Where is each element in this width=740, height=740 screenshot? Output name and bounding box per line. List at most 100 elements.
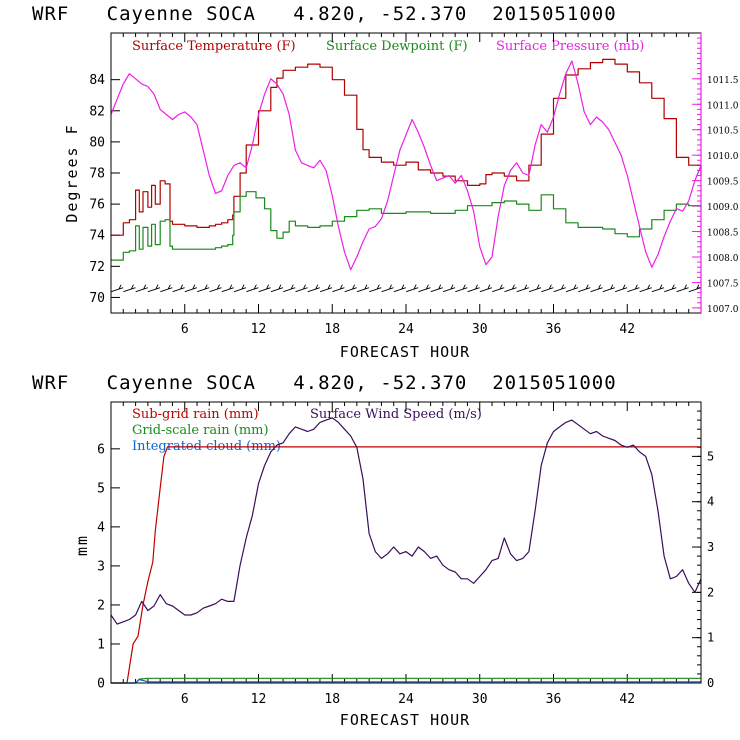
y-tick-label: 5 xyxy=(97,481,105,496)
y-tick-label: 6 xyxy=(97,442,105,457)
wind-barb xyxy=(516,284,529,293)
wind-barb xyxy=(184,284,198,293)
y-tick-label: 82 xyxy=(89,104,105,119)
surface-dewpoint-line xyxy=(111,191,702,261)
wind-barb xyxy=(553,284,566,293)
y2-tick-label: 3 xyxy=(707,540,714,554)
y2-tick-label: 4 xyxy=(707,495,714,509)
wind-barb xyxy=(111,284,124,293)
y2-tick-label: 1010.5 xyxy=(707,127,739,137)
wind-barb xyxy=(442,284,456,293)
wind-barb xyxy=(578,284,591,293)
x-tick-label: 18 xyxy=(324,692,340,707)
wind-barb xyxy=(344,284,357,293)
wind-barb xyxy=(246,284,259,293)
x-tick-label: 30 xyxy=(472,692,488,707)
plot-frame xyxy=(110,401,702,684)
wind-barb xyxy=(504,284,517,293)
wind-barb xyxy=(393,284,406,293)
wind-barb xyxy=(479,284,493,293)
y-tick-label: 70 xyxy=(89,291,105,306)
wind-barb xyxy=(467,284,480,293)
axis-ticks xyxy=(111,33,701,314)
x-tick-label: 30 xyxy=(472,322,488,337)
wind-barb xyxy=(295,284,308,293)
legend: Surface Temperature (F) Surface Dewpoint… xyxy=(132,39,644,54)
x-tick-label: 36 xyxy=(546,322,562,337)
wind-barb xyxy=(332,284,345,293)
wind-barb xyxy=(209,284,222,293)
wind-barb xyxy=(627,284,640,293)
y2-tick-label: 1008.5 xyxy=(707,229,739,239)
wind-barb xyxy=(233,284,247,293)
wind-barb xyxy=(172,284,185,293)
y2-tick-label: 1009.0 xyxy=(707,203,739,213)
wind-barb xyxy=(123,284,136,293)
legend-item-temperature: Surface Temperature (F) xyxy=(132,39,296,54)
y-axis-label: Degrees F xyxy=(63,123,81,222)
x-tick-label: 6 xyxy=(181,692,189,707)
wind-barb xyxy=(319,284,333,293)
wind-barb xyxy=(676,284,689,293)
wind-barb xyxy=(614,284,628,293)
wind-barb xyxy=(430,284,443,293)
y2-tick-label: 1009.5 xyxy=(707,178,739,188)
wind-barb xyxy=(283,284,296,293)
surface-wind-speed-line xyxy=(110,417,702,625)
x-tick-label: 42 xyxy=(619,322,635,337)
y-tick-label: 72 xyxy=(89,260,105,275)
y-tick-label: 74 xyxy=(89,229,105,244)
y2-tick-label: 1008.0 xyxy=(707,254,739,264)
surface-pressure-line xyxy=(110,60,702,271)
data-series xyxy=(110,58,702,271)
wind-barb xyxy=(602,284,615,293)
y-tick-label: 80 xyxy=(89,135,105,150)
x-axis-label: FORECAST HOUR xyxy=(340,711,470,729)
y-tick-label: 76 xyxy=(89,198,105,213)
y-tick-label: 2 xyxy=(97,598,105,613)
wind-barb xyxy=(160,284,173,293)
x-tick-label: 42 xyxy=(619,692,635,707)
wind-barb xyxy=(639,284,652,293)
wind-barb xyxy=(528,284,542,293)
x-tick-label: 24 xyxy=(398,322,414,337)
plot-frame-left xyxy=(110,32,702,314)
y-tick-label: 4 xyxy=(97,520,105,535)
wind-barb xyxy=(135,284,148,293)
legend-item-dewpoint: Surface Dewpoint (F) xyxy=(326,39,468,54)
wind-barb xyxy=(541,284,554,293)
surface-temperature-line xyxy=(111,58,702,236)
y2-tick-label: 1011.0 xyxy=(707,101,739,111)
y2-tick-label: 5 xyxy=(707,449,714,463)
legend-item-gridscale-rain: Grid-scale rain (mm) xyxy=(132,423,269,438)
wind-barb xyxy=(369,284,382,293)
y2-tick-label: 1007.0 xyxy=(707,305,739,315)
wind-barb xyxy=(197,284,210,293)
y-tick-label: 78 xyxy=(89,167,105,182)
wind-barb xyxy=(418,284,431,293)
y2-tick-label: 0 xyxy=(707,676,714,690)
legend-item-wind-speed: Surface Wind Speed (m/s) xyxy=(310,407,482,422)
wind-barb xyxy=(270,284,284,293)
y-tick-label: 0 xyxy=(97,677,105,692)
legend-item-subgrid-rain: Sub-grid rain (mm) xyxy=(132,407,259,422)
y-tick-label: 84 xyxy=(89,73,105,88)
sub-grid-rain-line xyxy=(111,446,701,684)
wind-barb xyxy=(651,284,665,293)
wind-barb xyxy=(406,284,419,293)
wind-barb xyxy=(590,284,603,293)
x-tick-label: 6 xyxy=(181,322,189,337)
wind-barb xyxy=(356,284,370,293)
x-tick-label: 12 xyxy=(251,692,267,707)
legend-item-pressure: Surface Pressure (mb) xyxy=(496,39,644,54)
x-tick-label: 18 xyxy=(324,322,340,337)
y-tick-label: 3 xyxy=(97,559,105,574)
data-series xyxy=(110,417,702,684)
chart-title: WRF Cayenne SOCA 4.820, -52.370 20150510… xyxy=(32,372,617,394)
x-tick-label: 12 xyxy=(251,322,267,337)
wind-barbs xyxy=(111,284,701,293)
wind-barb xyxy=(221,284,234,293)
wind-barb xyxy=(492,284,505,293)
x-tick-label: 24 xyxy=(398,692,414,707)
